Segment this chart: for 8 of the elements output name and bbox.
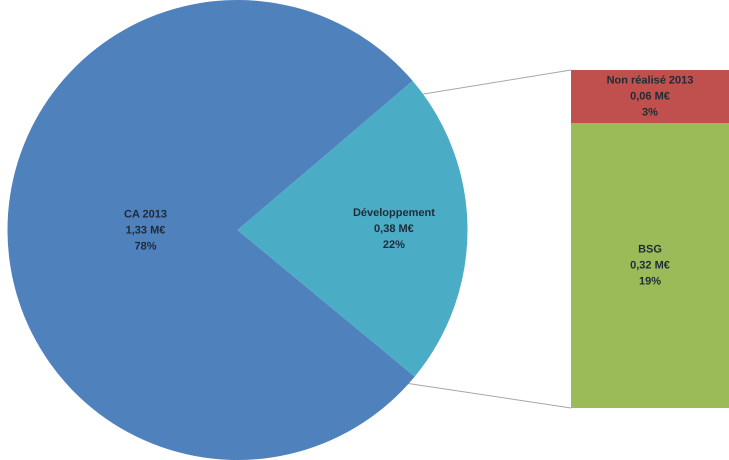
slice-label: CA 2013	[124, 208, 168, 221]
series-label: BSG	[638, 244, 662, 256]
data-label: 0,38 M€ 22%	[374, 222, 414, 251]
series-label: Non réalisé 2013	[606, 74, 694, 87]
data-label: 0,32 M€ 19%	[630, 260, 670, 288]
slice-label: Développement	[352, 206, 436, 219]
data-label: 0,06 M€ 3%	[630, 90, 670, 119]
data-label: 1,33 M€ 78%	[126, 224, 166, 253]
